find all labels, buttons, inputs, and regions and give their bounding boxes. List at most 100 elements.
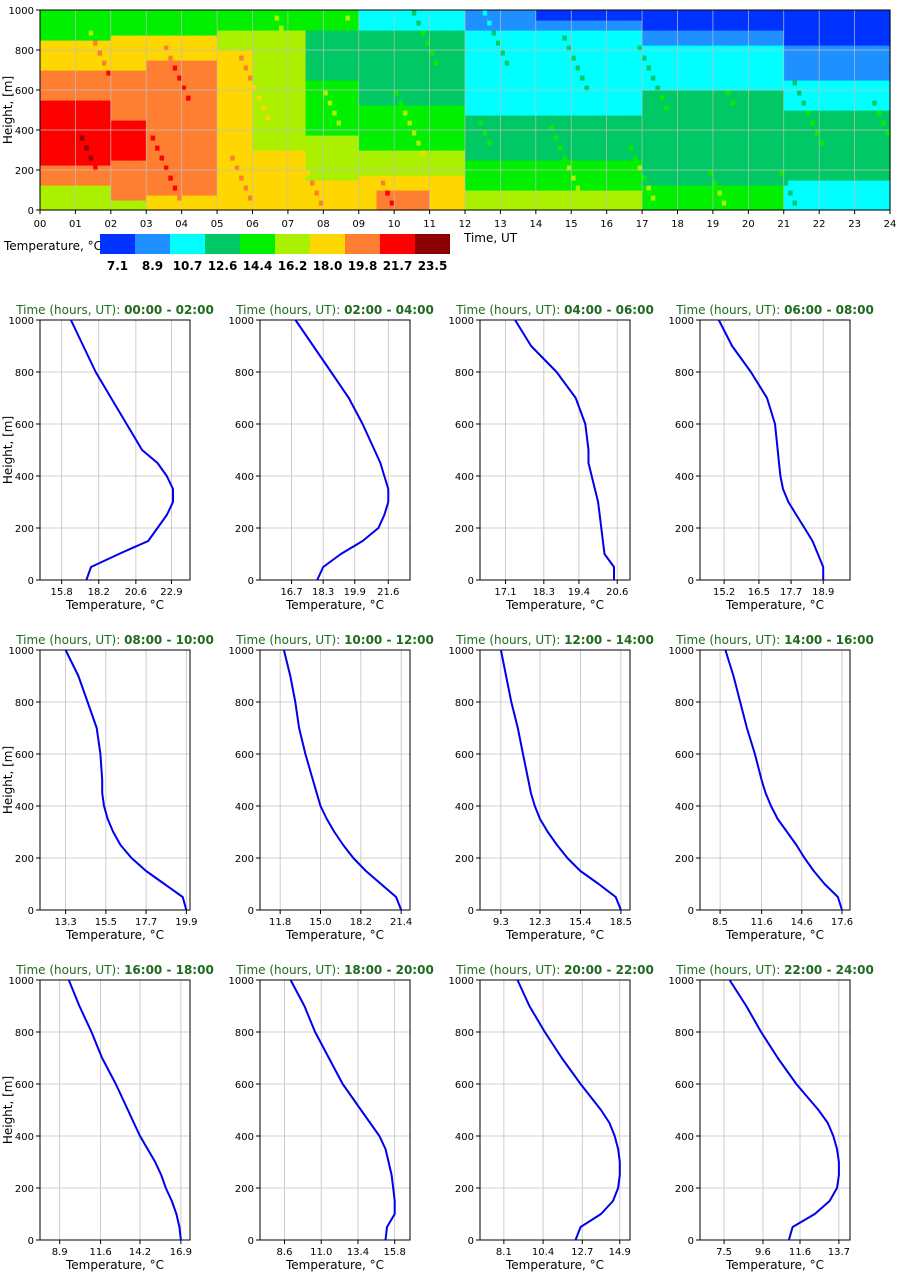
- heatmap-cell: [186, 40, 192, 46]
- heatmap-cell: [416, 35, 422, 41]
- heatmap-cell: [535, 10, 541, 16]
- heatmap-cell: [225, 110, 231, 116]
- heatmap-cell: [389, 165, 395, 171]
- heatmap-cell: [296, 160, 302, 166]
- heatmap-cell: [442, 180, 448, 186]
- heatmap-cell: [248, 115, 254, 121]
- heatmap-cell: [110, 30, 116, 36]
- heatmap-cell: [425, 70, 431, 76]
- heatmap-cell: [186, 75, 192, 81]
- heatmap-cell: [429, 10, 435, 16]
- heatmap-cell: [425, 60, 431, 66]
- heatmap-cell: [217, 90, 223, 96]
- heatmap-cell: [473, 115, 479, 121]
- heatmap-cell: [553, 165, 559, 171]
- heatmap-cell: [310, 35, 316, 41]
- heatmap-cell: [181, 160, 187, 166]
- heatmap-cell: [447, 15, 453, 21]
- heatmap-cell: [84, 195, 90, 201]
- heatmap-cell: [230, 50, 236, 56]
- heatmap-cell: [429, 95, 435, 101]
- heatmap-cell: [84, 60, 90, 66]
- heatmap-cell: [495, 125, 502, 131]
- heatmap-cell: [217, 120, 223, 126]
- heatmap-cell: [425, 10, 431, 16]
- heatmap-cell: [420, 135, 426, 141]
- heatmap-cell: [190, 115, 196, 121]
- heatmap-cell: [451, 30, 457, 36]
- heatmap-cell: [411, 55, 417, 61]
- heatmap-cell: [97, 140, 103, 146]
- heatmap-cell: [367, 70, 373, 76]
- heatmap-cell: [389, 40, 395, 46]
- heatmap-cell: [101, 80, 108, 86]
- heatmap-cell: [75, 70, 81, 76]
- heatmap-cell: [557, 95, 563, 101]
- heatmap-cell: [239, 200, 245, 206]
- heatmap-cell: [115, 140, 121, 146]
- heatmap-cell: [469, 170, 475, 176]
- heatmap-cell: [110, 95, 116, 101]
- heatmap-cell: [323, 155, 329, 161]
- heatmap-cell: [465, 100, 471, 106]
- heatmap-cell: [465, 190, 471, 196]
- heatmap-cell: [274, 50, 280, 56]
- heatmap-cell: [181, 135, 187, 141]
- heatmap-cell: [336, 25, 342, 31]
- heatmap-cell: [425, 145, 431, 151]
- heatmap-cell: [504, 65, 510, 71]
- heatmap-cell: [177, 175, 183, 181]
- heatmap-cell: [84, 150, 90, 156]
- heatmap-cell: [70, 115, 77, 121]
- heatmap-cell: [349, 115, 355, 121]
- heatmap-cell: [562, 160, 568, 166]
- heatmap-cell: [155, 105, 161, 111]
- heatmap-cell: [314, 15, 320, 21]
- heatmap-cell: [460, 165, 466, 171]
- heatmap-cell: [544, 85, 550, 91]
- heatmap-cell: [301, 200, 307, 206]
- heatmap-cell: [283, 190, 289, 196]
- heatmap-cell: [465, 45, 471, 51]
- heatmap-cell: [473, 55, 479, 61]
- heatmap-cell: [101, 190, 108, 196]
- heatmap-cell: [230, 150, 236, 156]
- heatmap-cell: [261, 150, 267, 156]
- heatmap-cell: [465, 160, 471, 166]
- heatmap-cell: [296, 25, 302, 31]
- heatmap-cell: [469, 190, 475, 196]
- heatmap-cell: [535, 195, 541, 201]
- heatmap-cell: [256, 110, 262, 116]
- heatmap-cell: [234, 130, 240, 136]
- heatmap-cell: [305, 10, 311, 16]
- heatmap-cell: [434, 60, 440, 66]
- heatmap-cell: [349, 15, 355, 21]
- heatmap-cell: [407, 105, 413, 111]
- heatmap-cell: [447, 120, 453, 126]
- heatmap-cell: [566, 20, 572, 26]
- heatmap-cell: [110, 130, 116, 136]
- heatmap-cell: [465, 20, 471, 26]
- heatmap-cell: [310, 60, 316, 66]
- heatmap-cell: [456, 110, 462, 116]
- heatmap-cell: [416, 40, 422, 46]
- heatmap-cell: [411, 40, 417, 46]
- heatmap-cell: [168, 170, 174, 176]
- heatmap-cell: [345, 40, 351, 46]
- heatmap-cell: [279, 100, 285, 106]
- heatmap-cell: [212, 85, 218, 91]
- heatmap-cell: [146, 160, 152, 166]
- heatmap-cell: [429, 190, 435, 196]
- heatmap-cell: [495, 60, 502, 66]
- heatmap-cell: [425, 190, 431, 196]
- heatmap-cell: [549, 165, 555, 171]
- heatmap-cell: [526, 45, 533, 51]
- heatmap-cell: [84, 145, 90, 151]
- heatmap-cell: [420, 30, 426, 36]
- heatmap-cell: [252, 75, 258, 81]
- heatmap-cell: [518, 105, 524, 111]
- heatmap-cell: [451, 90, 457, 96]
- heatmap-cell: [163, 115, 169, 121]
- heatmap-cell: [571, 120, 577, 126]
- heatmap-cell: [522, 110, 528, 116]
